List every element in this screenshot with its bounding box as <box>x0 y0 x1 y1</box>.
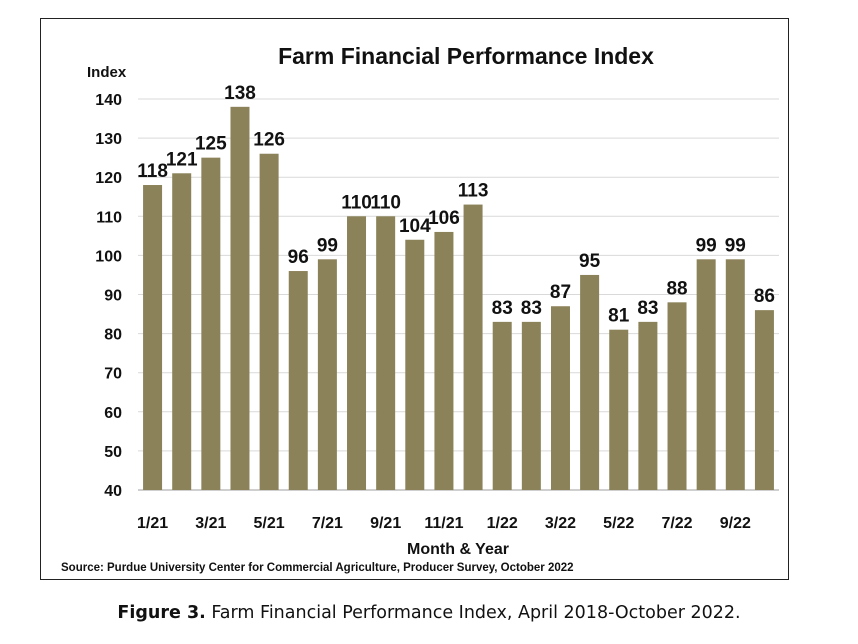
bar-7/21 <box>317 259 337 490</box>
data-label: 96 <box>288 247 309 268</box>
data-label: 138 <box>224 83 256 104</box>
data-label: 88 <box>666 278 687 299</box>
data-label: 83 <box>492 298 513 319</box>
y-tick-label: 80 <box>104 327 122 344</box>
data-label: 81 <box>608 306 630 327</box>
x-tick-label: 7/21 <box>312 515 343 532</box>
y-axis-label: Index <box>87 64 127 81</box>
bar-11/21 <box>434 231 454 490</box>
bar-8/22 <box>696 259 716 490</box>
figure-caption: Figure 3. Farm Financial Performance Ind… <box>0 603 858 623</box>
y-tick-label: 70 <box>104 366 122 383</box>
x-tick-label: 11/21 <box>424 515 463 532</box>
bar-6/21 <box>288 271 308 490</box>
data-label: 118 <box>137 161 168 182</box>
y-tick-label: 130 <box>95 131 122 148</box>
bars <box>143 106 774 491</box>
bar-6/22 <box>638 321 658 490</box>
y-tick-label: 140 <box>95 92 122 109</box>
bar-3/21 <box>201 157 221 490</box>
data-label: 87 <box>550 282 571 303</box>
data-label: 121 <box>166 149 198 170</box>
data-label: 83 <box>521 298 542 319</box>
bar-5/21 <box>259 153 279 491</box>
caption-text: Farm Financial Performance Index, April … <box>205 603 741 623</box>
bar-1/21 <box>143 185 163 490</box>
x-tick-label: 9/22 <box>720 515 751 532</box>
bar-1/22 <box>492 321 512 490</box>
bar-4/22 <box>580 274 600 490</box>
data-label: 110 <box>341 192 372 213</box>
x-tick-label: 3/22 <box>545 515 576 532</box>
bar-9/22 <box>725 259 745 490</box>
data-label: 104 <box>399 216 431 237</box>
y-tick-label: 100 <box>95 248 122 265</box>
bar-12/21 <box>463 204 483 490</box>
y-tick-label: 90 <box>104 288 122 305</box>
bar-10/21 <box>405 239 425 490</box>
data-label: 106 <box>428 208 460 229</box>
y-tick-labels: 40 50 60 70 80 90 100 110 120 130 140 <box>95 92 122 500</box>
bar-10/22 <box>754 310 774 490</box>
data-label: 113 <box>458 181 489 202</box>
data-label: 99 <box>696 235 717 256</box>
data-label: 125 <box>195 134 227 155</box>
bar-2/22 <box>521 321 541 490</box>
y-tick-label: 110 <box>96 209 122 226</box>
bar-5/22 <box>609 329 629 490</box>
data-label: 126 <box>253 130 285 151</box>
x-tick-label: 1/22 <box>487 515 518 532</box>
bar-9/21 <box>376 216 396 491</box>
chart-title: Farm Financial Performance Index <box>278 43 654 69</box>
x-tick-label: 3/21 <box>195 515 226 532</box>
caption-label: Figure 3. <box>117 603 206 623</box>
x-tick-label: 9/21 <box>370 515 401 532</box>
data-label: 86 <box>754 286 775 307</box>
data-label: 83 <box>637 298 658 319</box>
x-tick-label: 5/21 <box>254 515 285 532</box>
x-axis-label: Month & Year <box>407 541 509 558</box>
x-tick-label: 7/22 <box>661 515 692 532</box>
bar-4/21 <box>230 106 250 490</box>
bar-8/21 <box>347 216 367 491</box>
y-tick-label: 120 <box>95 170 122 187</box>
x-tick-label: 5/22 <box>603 515 634 532</box>
y-tick-label: 60 <box>104 405 122 422</box>
data-label: 99 <box>317 235 338 256</box>
bar-3/22 <box>550 306 570 490</box>
bar-7/22 <box>667 302 687 490</box>
data-label: 110 <box>370 192 401 213</box>
chart-frame: Farm Financial Performance Index Index 4… <box>40 18 789 580</box>
source-note: Source: Purdue University Center for Com… <box>61 562 574 574</box>
x-tick-labels: 1/21 3/21 5/21 7/21 9/21 11/21 1/22 3/22 5/22 7/2… <box>137 515 751 532</box>
y-tick-label: 50 <box>104 444 122 461</box>
data-label: 95 <box>579 251 601 272</box>
x-tick-label: 1/21 <box>137 515 168 532</box>
y-tick-label: 40 <box>104 483 122 500</box>
bar-chart: Farm Financial Performance Index Index 4… <box>61 43 779 574</box>
data-label: 99 <box>725 235 746 256</box>
bar-2/21 <box>172 173 192 491</box>
